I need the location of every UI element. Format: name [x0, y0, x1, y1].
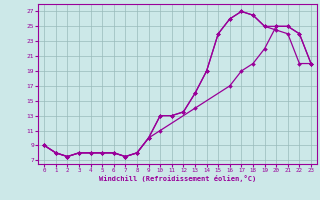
X-axis label: Windchill (Refroidissement éolien,°C): Windchill (Refroidissement éolien,°C) [99, 175, 256, 182]
